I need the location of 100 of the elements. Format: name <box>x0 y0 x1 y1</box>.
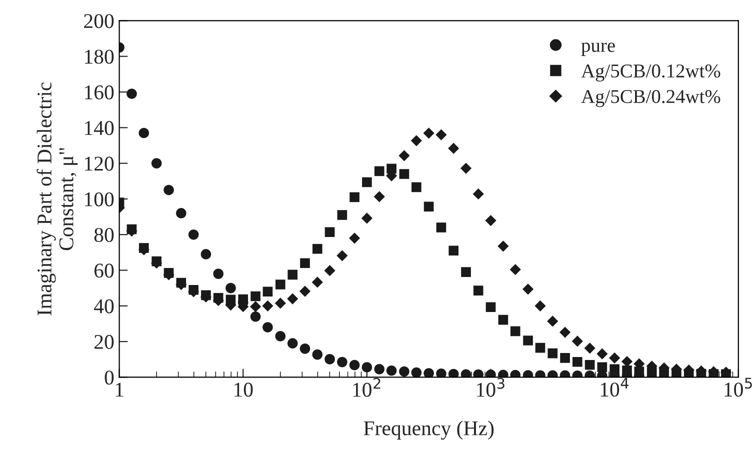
point <box>374 166 384 176</box>
point <box>548 348 558 358</box>
point <box>226 282 236 294</box>
point <box>522 284 534 295</box>
y-tick-label: 40 <box>94 299 114 314</box>
y-tick-label: 180 <box>85 50 114 64</box>
point <box>498 240 509 252</box>
point <box>336 250 348 262</box>
y-tick-label: 200 <box>84 14 114 28</box>
y-tick-label: 60 <box>94 264 114 278</box>
point <box>324 227 335 238</box>
point <box>535 342 546 353</box>
point <box>472 188 484 200</box>
point <box>560 353 570 363</box>
point <box>262 300 274 312</box>
x-tick-label: 1 <box>116 382 124 397</box>
point <box>424 202 434 212</box>
point <box>460 369 472 378</box>
point <box>350 192 360 202</box>
point <box>312 349 323 360</box>
y-tick-label: 20 <box>94 334 114 349</box>
y-tick-label: 80 <box>94 228 114 242</box>
point <box>287 293 298 304</box>
point <box>200 249 212 260</box>
point <box>138 128 150 138</box>
point <box>559 326 571 338</box>
x-tick-label: 10$^{5}$ <box>724 378 752 397</box>
x-tick-label: 10 <box>234 382 253 397</box>
point <box>510 264 521 276</box>
point <box>164 184 174 196</box>
point <box>337 210 348 220</box>
legend-label: Ag/5CB/0.24wt% <box>581 90 720 108</box>
point <box>213 268 224 279</box>
point <box>188 229 199 240</box>
point <box>348 232 360 244</box>
point <box>523 336 533 346</box>
point <box>312 276 323 288</box>
point <box>337 356 348 368</box>
point <box>572 336 583 347</box>
point <box>386 365 397 376</box>
legend-label: pure <box>581 42 615 56</box>
x-tick-label: 10$^{2}$ <box>353 378 380 397</box>
point <box>324 354 335 364</box>
point <box>610 364 620 374</box>
y-tick-label: 0 <box>104 370 114 385</box>
point <box>300 258 310 268</box>
x-axis-title: Frequency (Hz) <box>364 420 494 440</box>
point <box>262 286 273 297</box>
y-axis-title: Imaginary Part of Dielectric Constant, μ" <box>36 82 78 316</box>
point <box>622 366 632 376</box>
point <box>250 311 261 322</box>
x-tick-label: 10$^{4}$ <box>600 378 629 397</box>
point <box>534 300 546 312</box>
point <box>250 291 260 302</box>
point <box>584 360 595 370</box>
x-tick-label: 10$^{3}$ <box>477 378 504 397</box>
point <box>436 368 446 378</box>
point <box>287 338 298 348</box>
point <box>597 362 608 372</box>
point <box>436 129 447 140</box>
point <box>596 348 608 360</box>
point <box>498 314 508 325</box>
point <box>423 128 434 139</box>
point <box>609 352 620 364</box>
point <box>250 301 262 312</box>
point <box>412 182 422 192</box>
point <box>362 362 372 372</box>
y-tick-label: 100 <box>85 192 114 206</box>
y-tick-label: 120 <box>85 156 114 171</box>
point <box>399 169 410 179</box>
point <box>274 298 286 309</box>
point <box>361 212 372 224</box>
point <box>547 316 558 327</box>
point <box>300 344 310 354</box>
legend-label: Ag/5CB/0.12wt% <box>581 64 720 82</box>
point <box>448 142 460 154</box>
point <box>299 286 311 297</box>
point <box>399 366 410 377</box>
point <box>410 135 422 146</box>
point <box>262 322 273 332</box>
point <box>374 191 385 202</box>
point <box>126 88 137 99</box>
point <box>460 162 472 174</box>
y-tick-label: 160 <box>85 85 114 100</box>
point <box>448 246 458 256</box>
point <box>436 222 446 232</box>
point <box>275 331 286 342</box>
point <box>584 342 596 354</box>
point <box>312 244 322 254</box>
point <box>275 280 286 290</box>
point <box>411 367 422 378</box>
point <box>362 177 372 188</box>
point <box>486 302 496 312</box>
point <box>473 286 484 296</box>
point <box>510 326 520 336</box>
point <box>176 208 186 218</box>
point <box>572 356 582 367</box>
point <box>424 368 434 378</box>
point <box>324 265 336 276</box>
point <box>448 368 459 378</box>
